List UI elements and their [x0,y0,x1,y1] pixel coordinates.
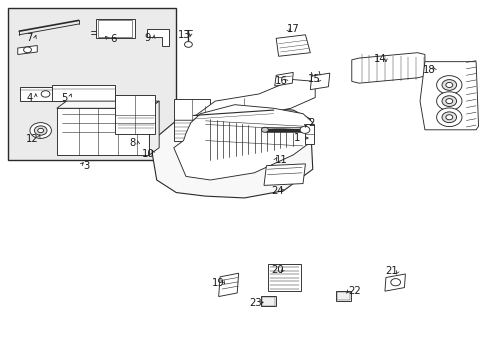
Text: 19: 19 [212,278,224,288]
Polygon shape [276,35,310,56]
Bar [98,21,132,37]
Text: 8: 8 [129,139,135,148]
Text: 24: 24 [271,186,284,197]
Text: 15: 15 [307,74,320,84]
Circle shape [34,126,47,135]
Bar [96,19,135,39]
Polygon shape [152,105,312,198]
Polygon shape [18,45,37,54]
Circle shape [436,92,461,111]
Text: 17: 17 [286,24,299,34]
Bar [115,95,155,134]
Bar [8,8,176,160]
Bar [267,264,301,291]
Bar [261,297,275,306]
Polygon shape [195,80,315,121]
Circle shape [184,41,192,47]
Bar [173,99,210,140]
Text: 10: 10 [142,149,154,159]
Circle shape [441,80,456,90]
Polygon shape [274,72,293,86]
Text: 16: 16 [274,76,287,86]
Text: 12: 12 [26,134,39,144]
Circle shape [261,127,268,132]
Polygon shape [20,87,71,101]
Polygon shape [173,105,312,180]
Polygon shape [200,114,305,166]
Polygon shape [351,53,424,83]
Bar [305,125,314,144]
Bar [336,292,349,301]
Text: 11: 11 [274,155,287,165]
Polygon shape [384,274,405,291]
Circle shape [41,91,50,97]
Text: 23: 23 [249,298,262,308]
Text: 22: 22 [347,286,360,296]
Circle shape [23,47,31,53]
Circle shape [38,129,43,133]
Polygon shape [310,73,329,90]
Text: 3: 3 [83,161,89,171]
Text: 20: 20 [270,265,283,275]
Circle shape [436,76,461,94]
Polygon shape [57,108,149,155]
Circle shape [390,279,400,286]
Text: 1: 1 [293,133,299,143]
Text: 13: 13 [178,30,190,40]
Text: 6: 6 [110,34,117,44]
Text: 4: 4 [27,93,33,103]
Text: 14: 14 [373,54,386,64]
Polygon shape [419,62,478,130]
Polygon shape [147,30,168,45]
Text: 9: 9 [144,33,151,42]
Text: 2: 2 [308,118,314,128]
Text: 5: 5 [61,93,67,103]
Circle shape [441,112,456,123]
Text: 18: 18 [422,64,434,75]
Bar [335,291,350,301]
Circle shape [30,123,51,138]
Circle shape [445,99,452,104]
Circle shape [441,96,456,107]
Circle shape [445,115,452,120]
Polygon shape [218,273,238,297]
Circle shape [300,126,309,134]
Polygon shape [149,101,159,155]
Polygon shape [52,85,115,101]
Bar [260,296,276,306]
Text: 21: 21 [385,266,397,276]
Circle shape [436,108,461,127]
Polygon shape [264,164,305,185]
Polygon shape [57,101,159,108]
Circle shape [445,82,452,87]
Text: 7: 7 [26,33,32,43]
